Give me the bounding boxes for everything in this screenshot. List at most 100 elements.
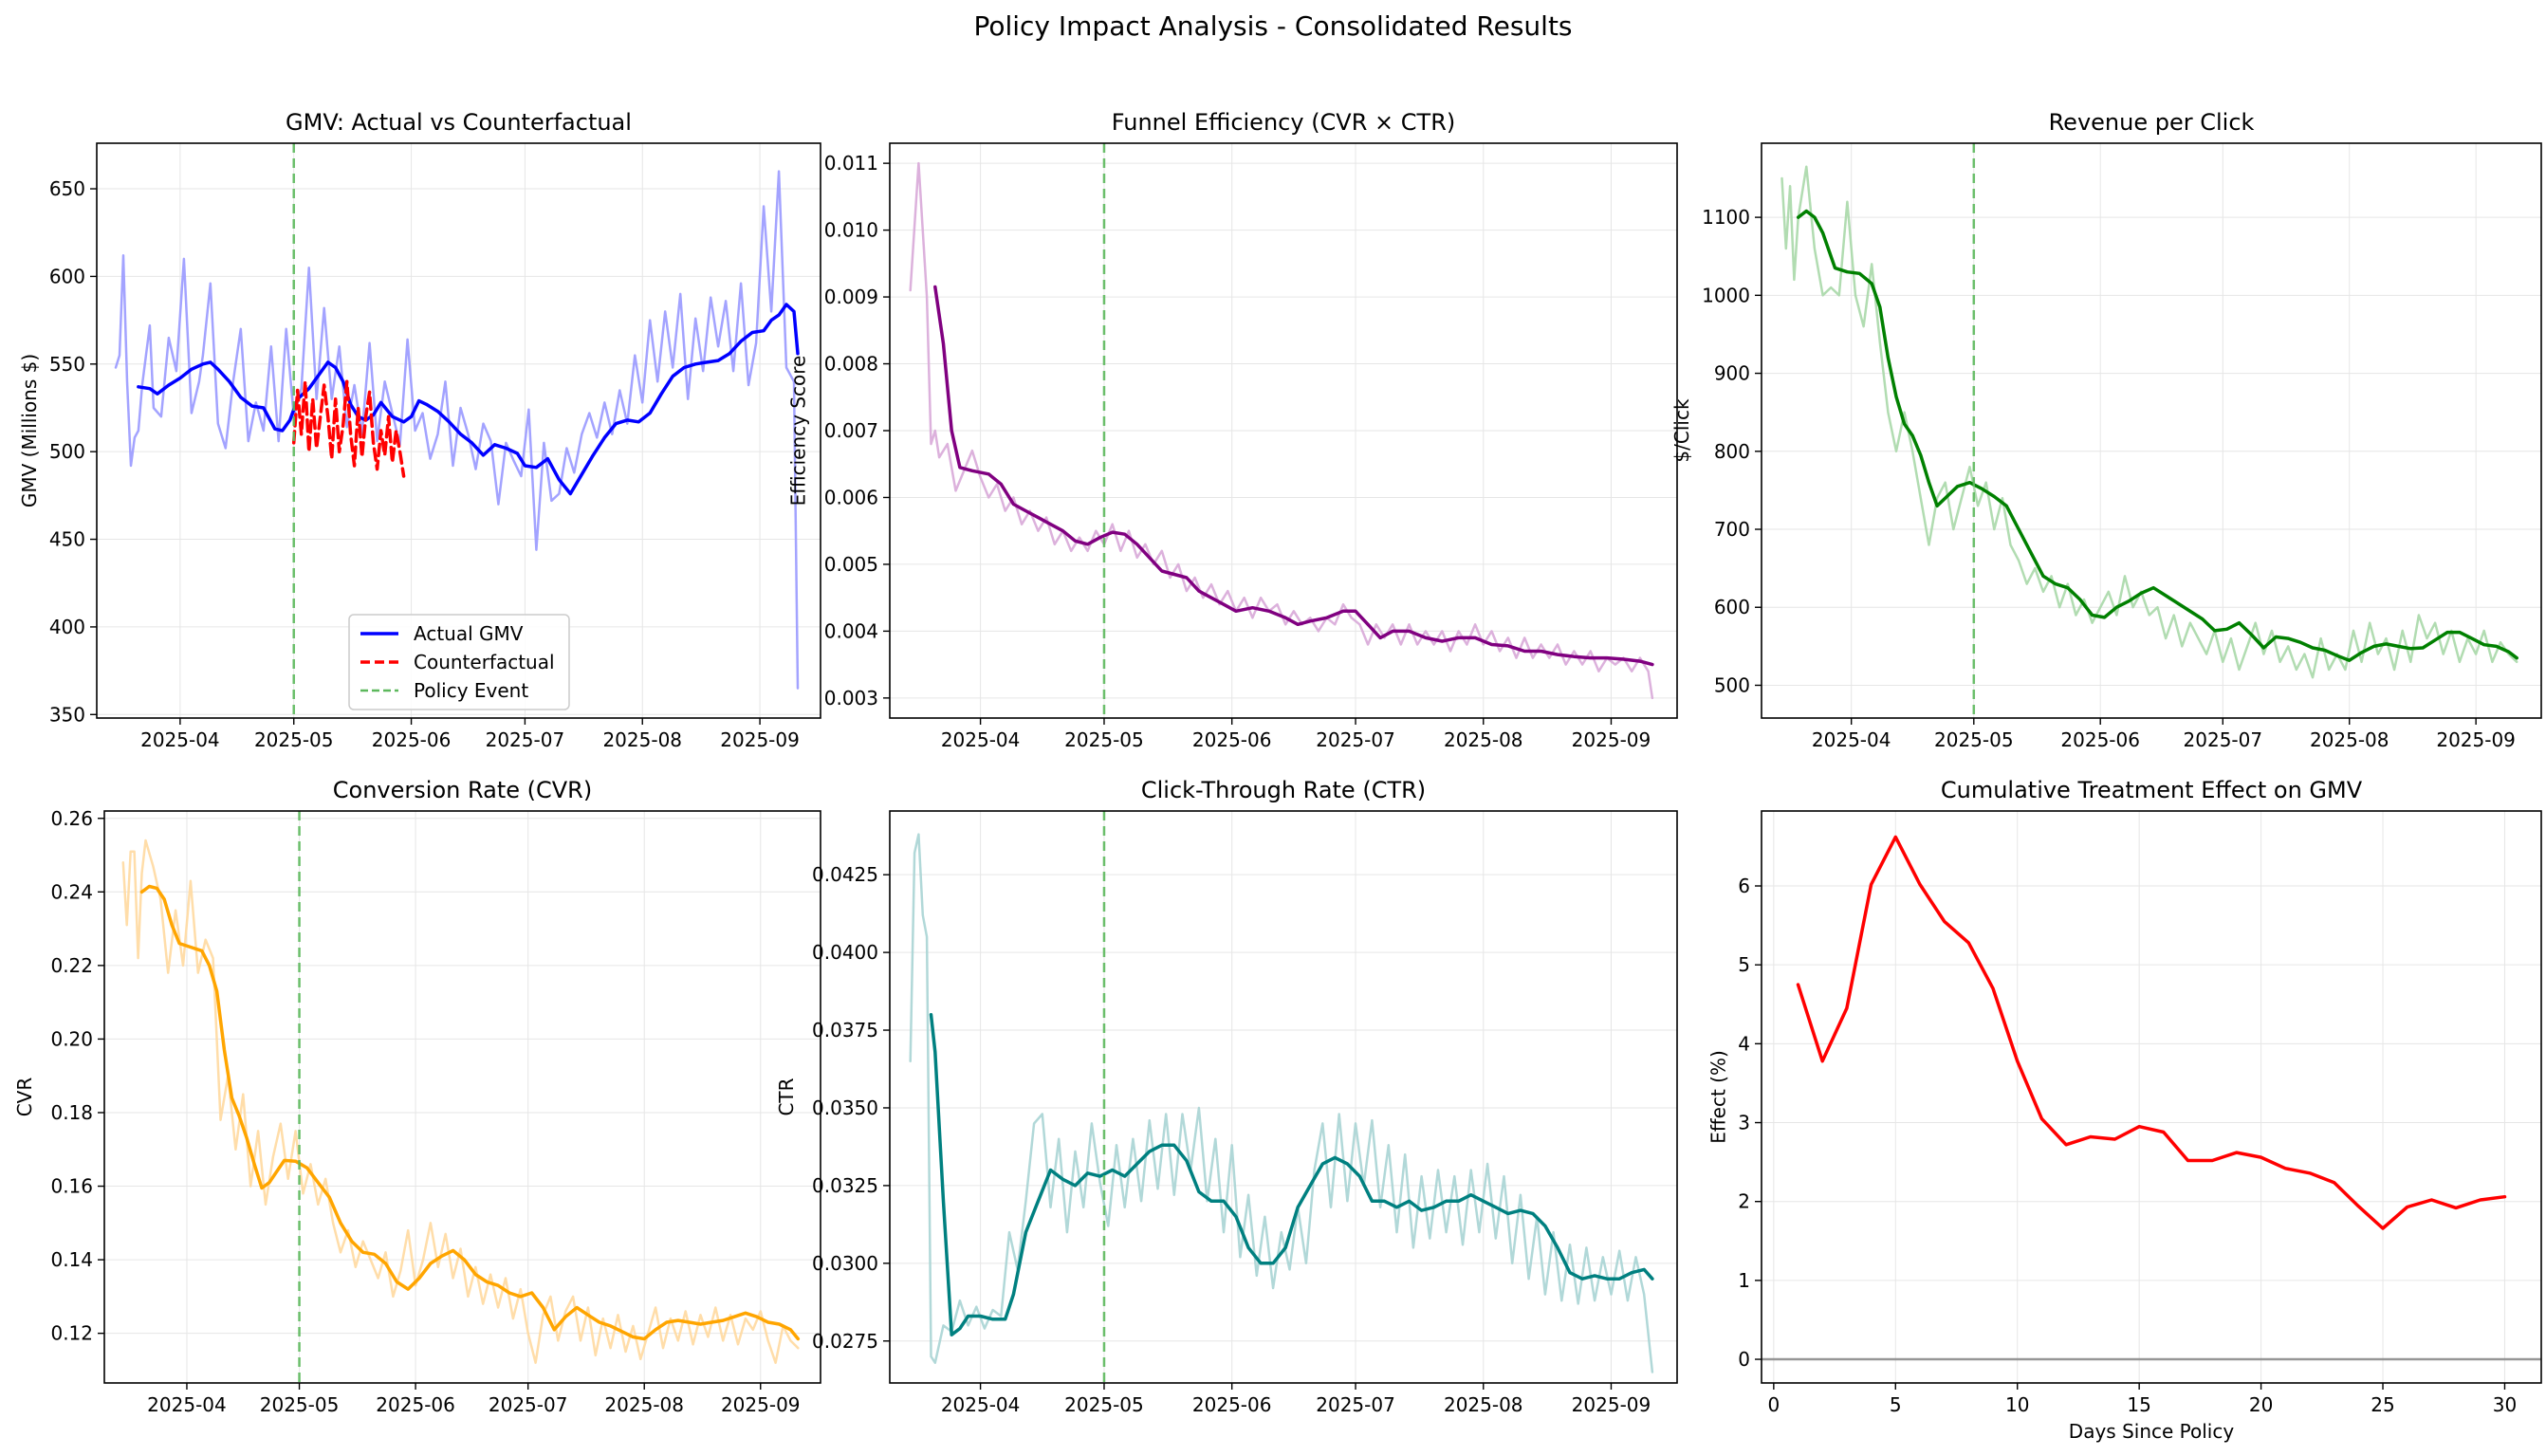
cumulative-panel: 0 5 10 15 20 25 30 0 1 2 3 4 5 6 Cumulative Treatment … (1707, 777, 2542, 1443)
rpc-x-tick-label: 2025-06 (2060, 728, 2140, 751)
gmv-x-tick-label: 2025-05 (254, 728, 334, 751)
efficiency-panel: 2025-04 2025-05 2025-06 2025-07 2025-08 2025-… (787, 109, 1678, 751)
cumulative-series-line (1796, 835, 2507, 1230)
cvr-data (121, 839, 801, 1364)
ctr-axes-frame (889, 810, 1678, 1384)
rpc-chart-title: Revenue per Click (2049, 109, 2255, 136)
cumulative-x-tick-label: 30 (2493, 1393, 2517, 1416)
efficiency-x-tick-label: 2025-05 (1064, 728, 1144, 751)
efficiency-y-tick-label: 0.003 (824, 687, 878, 710)
cvr-x-tick-label: 2025-07 (489, 1393, 568, 1416)
ctr-x-tick-label: 2025-08 (1444, 1393, 1523, 1416)
gmv-x-tick-label: 2025-04 (140, 728, 220, 751)
ctr-x-tick-label: 2025-07 (1316, 1393, 1395, 1416)
cvr-chart-title: Conversion Rate (CVR) (333, 777, 592, 803)
cvr-raw-series-line (121, 839, 800, 1364)
cumulative-y-tick-label: 2 (1738, 1190, 1750, 1213)
gmv-legend-label: Policy Event (414, 679, 528, 702)
rpc-data (1780, 165, 2518, 679)
cvr-y-tick-label: 0.18 (50, 1101, 93, 1124)
cumulative-x-tick-label: 15 (2127, 1393, 2150, 1416)
cvr-y-tick-label: 0.14 (50, 1248, 93, 1271)
rpc-x-tick-label: 2025-05 (1934, 728, 2014, 751)
gmv-x-tick-label: 2025-09 (720, 728, 800, 751)
cumulative-x-tick-label: 20 (2249, 1393, 2273, 1416)
rpc-y-axis-label: $/Click (1670, 398, 1693, 463)
gmv-axes-frame (96, 142, 821, 719)
rpc-y-tick-label: 700 (1714, 518, 1750, 541)
rpc-raw-series-line (1780, 165, 2518, 679)
gmv-series-line-counterfactual (291, 379, 406, 478)
cumulative-axes-frame (1761, 810, 2542, 1384)
gmv-y-tick-label: 600 (49, 265, 85, 287)
cumulative-x-tick-label: 10 (2005, 1393, 2029, 1416)
gmv-legend-box (348, 614, 570, 710)
gmv-y-tick-label: 550 (49, 353, 85, 376)
efficiency-y-tick-label: 0.005 (824, 553, 878, 576)
rpc-y-tick-label: 500 (1714, 673, 1750, 696)
cumulative-x-axis-label: Days Since Policy (2069, 1420, 2235, 1443)
cvr-x-tick-label: 2025-06 (376, 1393, 455, 1416)
efficiency-y-tick-label: 0.008 (824, 353, 878, 376)
cumulative-x-tick-label: 5 (1890, 1393, 1902, 1416)
cumulative-x-tick-label: 0 (1767, 1393, 1780, 1416)
efficiency-chart-title: Funnel Efficiency (CVR × CTR) (1112, 109, 1455, 136)
cumulative-y-tick-label: 4 (1738, 1032, 1750, 1055)
rpc-x-tick-label: 2025-04 (1812, 728, 1891, 751)
gmv-y-tick-label: 400 (49, 616, 85, 638)
rpc-panel: 2025-04 2025-05 2025-06 2025-07 2025-08 2025-… (1670, 109, 2542, 751)
gmv-x-tick-label: 2025-06 (372, 728, 452, 751)
efficiency-data (909, 161, 1654, 700)
ctr-y-tick-label: 0.0325 (812, 1174, 878, 1197)
gmv-legend: Actual GMV Counterfactual Policy Event (348, 614, 570, 710)
ctr-y-axis-label: CTR (775, 1078, 798, 1115)
cumulative-data (1796, 835, 2507, 1230)
ctr-y-tick-label: 0.0375 (812, 1019, 878, 1041)
gmv-y-tick-label: 350 (49, 703, 85, 726)
ctr-x-tick-label: 2025-05 (1064, 1393, 1144, 1416)
cvr-y-tick-label: 0.16 (50, 1175, 93, 1198)
ctr-data (909, 833, 1654, 1373)
efficiency-x-tick-label: 2025-06 (1192, 728, 1272, 751)
ctr-y-tick-label: 0.0300 (812, 1252, 878, 1275)
gmv-x-tick-label: 2025-08 (602, 728, 682, 751)
cumulative-x-tick-label: 25 (2371, 1393, 2394, 1416)
cvr-x-tick-label: 2025-08 (604, 1393, 684, 1416)
efficiency-y-tick-label: 0.011 (824, 152, 878, 175)
rpc-x-tick-label: 2025-09 (2436, 728, 2516, 751)
cumulative-y-tick-label: 0 (1738, 1348, 1750, 1371)
rpc-series-line (1796, 209, 2518, 662)
gmv-raw-series-line (114, 170, 800, 690)
gmv-chart-title: GMV: Actual vs Counterfactual (286, 109, 632, 136)
ctr-y-tick-label: 0.0400 (812, 941, 878, 964)
cvr-series-line (139, 884, 801, 1341)
efficiency-x-tick-label: 2025-07 (1316, 728, 1395, 751)
efficiency-y-tick-label: 0.004 (824, 619, 878, 642)
cumulative-y-tick-label: 3 (1738, 1112, 1750, 1134)
cvr-y-tick-label: 0.24 (50, 880, 93, 903)
ctr-y-tick-label: 0.0425 (812, 863, 878, 886)
rpc-x-tick-label: 2025-07 (2184, 728, 2263, 751)
gmv-x-tick-label: 2025-07 (486, 728, 565, 751)
rpc-y-tick-label: 900 (1714, 362, 1750, 385)
rpc-y-tick-label: 600 (1714, 596, 1750, 618)
ctr-panel: 2025-04 2025-05 2025-06 2025-07 2025-08 2025-… (775, 777, 1678, 1416)
cvr-panel: 2025-04 2025-05 2025-06 2025-07 2025-08 2025-… (13, 777, 821, 1416)
cvr-y-axis-label: CVR (13, 1078, 36, 1117)
ctr-y-tick-label: 0.0275 (812, 1330, 878, 1353)
efficiency-y-tick-label: 0.007 (824, 419, 878, 442)
efficiency-x-tick-label: 2025-04 (941, 728, 1021, 751)
cumulative-y-tick-label: 1 (1738, 1269, 1750, 1292)
efficiency-y-tick-label: 0.009 (824, 286, 878, 308)
ctr-x-tick-label: 2025-09 (1572, 1393, 1651, 1416)
ctr-x-tick-label: 2025-04 (941, 1393, 1021, 1416)
efficiency-x-tick-label: 2025-09 (1572, 728, 1651, 751)
gmv-y-axis-label: GMV (Millions $) (18, 354, 41, 507)
cvr-x-tick-label: 2025-05 (260, 1393, 340, 1416)
figure-title: Policy Impact Analysis - Consolidated Re… (973, 10, 1572, 42)
gmv-legend-label: Actual GMV (414, 622, 524, 645)
cumulative-y-axis-label: Effect (%) (1707, 1050, 1729, 1144)
ctr-raw-series-line (909, 833, 1654, 1373)
gmv-y-tick-label: 450 (49, 528, 85, 551)
